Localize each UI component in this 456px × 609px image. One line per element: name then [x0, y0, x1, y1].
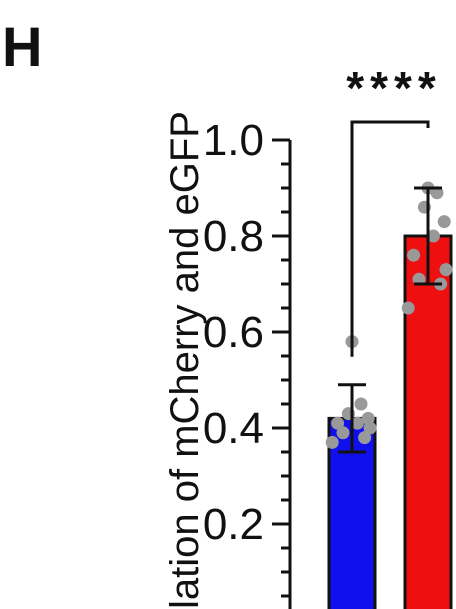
data-point	[407, 248, 421, 262]
y-tick-label: 0.6	[203, 308, 264, 357]
data-points	[325, 181, 453, 449]
significance-bracket	[350, 120, 430, 357]
y-tick-label: 1.0	[203, 116, 264, 165]
data-point	[437, 215, 451, 229]
significance-stars: ****	[346, 62, 442, 114]
bar	[403, 234, 453, 609]
data-point	[361, 411, 375, 425]
data-point	[336, 426, 350, 440]
data-point	[412, 272, 426, 286]
bars	[327, 234, 453, 609]
data-point	[358, 431, 372, 445]
error-bars	[338, 186, 442, 454]
y-tick-label: 0.4	[203, 404, 264, 453]
data-point	[331, 416, 345, 430]
y-tick-label: 0.8	[203, 212, 264, 261]
panel-label: H	[2, 15, 42, 78]
y-axis: 0.2 0.4 0.6 0.8 1.0	[203, 116, 292, 609]
data-point	[439, 263, 453, 277]
data-point	[401, 301, 415, 315]
data-point	[325, 435, 339, 449]
y-tick-label: 0.2	[203, 500, 264, 549]
y-axis-label: lation of mCherry and eGFP	[163, 111, 207, 609]
data-point	[363, 421, 377, 435]
data-point	[350, 416, 364, 430]
data-point	[426, 229, 440, 243]
significance-annotation: ****	[346, 62, 442, 357]
data-point	[354, 397, 368, 411]
